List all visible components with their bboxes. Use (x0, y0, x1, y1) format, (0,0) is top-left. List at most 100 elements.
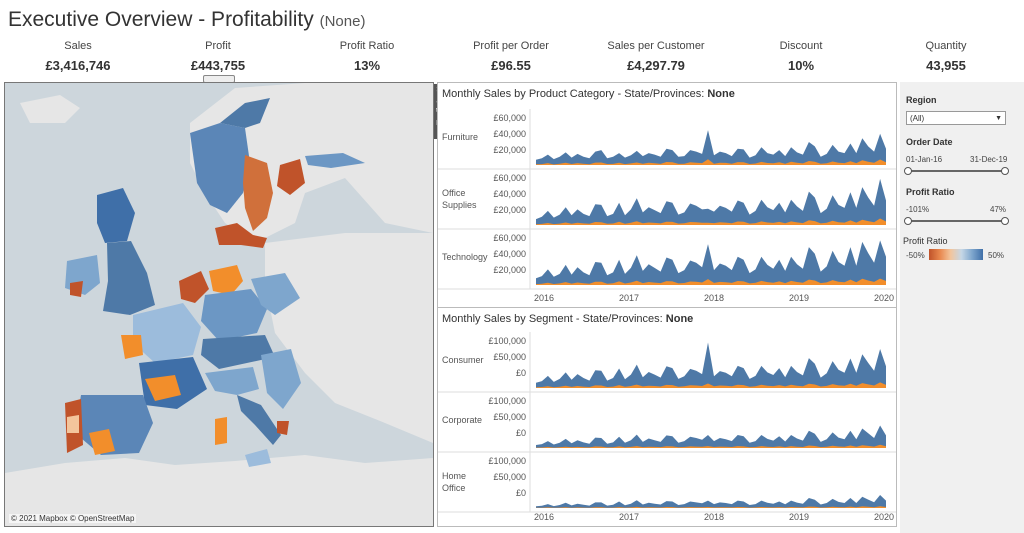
kpi-profit[interactable]: Profit £443,755 (158, 40, 278, 73)
kpi-profit-per-order[interactable]: Profit per Order £96.55 (451, 40, 571, 73)
region-switzerland-austria[interactable] (201, 335, 275, 369)
area-sales-office-supplies[interactable] (536, 178, 886, 225)
area-profit-corporate[interactable] (536, 444, 886, 448)
region-netherlands[interactable] (179, 271, 209, 303)
map-attribution: © 2021 Mapbox © OpenStreetMap (9, 514, 137, 523)
kpi-label: Profit Ratio (339, 40, 395, 52)
y-tick-label: £20,000 (493, 145, 526, 155)
region-norway[interactable] (190, 123, 250, 213)
ratio-max-handle[interactable] (1001, 217, 1009, 225)
y-tick-label: £0 (515, 428, 526, 438)
ratio-min-handle[interactable] (904, 217, 912, 225)
y-tick-label: £20,000 (493, 265, 526, 275)
region-cornwall[interactable] (70, 281, 83, 297)
category-panel-title-prefix: Monthly Sales by Product Category - Stat… (442, 88, 705, 100)
segment-panel-title: Monthly Sales by Segment - State/Provinc… (442, 313, 693, 325)
legend-min: -50% (906, 251, 925, 260)
x-tick-label: 2018 (704, 293, 725, 303)
date-start: 01-Jan-16 (906, 155, 943, 164)
region-germany-north[interactable] (209, 265, 243, 295)
kpi-discount[interactable]: Discount 10% (741, 40, 861, 73)
x-tick-label: 2017 (619, 512, 640, 522)
order-date-slider[interactable] (904, 167, 1009, 175)
area-sales-consumer[interactable] (536, 342, 886, 389)
y-tick-label: £60,000 (493, 113, 526, 123)
region-norway-north[interactable] (220, 98, 270, 128)
map-canvas[interactable] (5, 83, 433, 526)
region-dropdown[interactable]: (All) ▼ (906, 111, 1006, 125)
segment-panel-title-value: None (665, 313, 694, 325)
region-sicily[interactable] (245, 449, 271, 467)
row-label: Technology (442, 252, 488, 262)
region-dropdown-value: (All) (910, 114, 925, 123)
europe-map[interactable]: © 2021 Mapbox © OpenStreetMap (4, 82, 434, 527)
category-sales-panel[interactable]: Monthly Sales by Product Category - Stat… (437, 82, 897, 308)
kpi-value: 43,955 (926, 58, 966, 73)
y-tick-label: £40,000 (493, 249, 526, 259)
kpi-value: 13% (353, 58, 381, 73)
area-chart-svg[interactable] (438, 83, 896, 307)
area-sales-furniture[interactable] (536, 130, 886, 165)
area-profit-furniture[interactable] (536, 159, 886, 165)
region-finland-south[interactable] (305, 153, 365, 168)
area-sales-technology[interactable] (536, 240, 886, 285)
kpi-value: 10% (787, 58, 815, 73)
title-subtitle: (None) (319, 13, 366, 30)
y-tick-label: £50,000 (493, 412, 526, 422)
area-profit-consumer[interactable] (536, 382, 886, 388)
x-tick-label: 2019 (789, 512, 810, 522)
x-tick-label: 2017 (619, 293, 640, 303)
row-label: Consumer (442, 355, 484, 365)
kpi-label: Sales (64, 40, 92, 52)
legend-title: Profit Ratio (903, 236, 948, 246)
profit-ratio-filter-label: Profit Ratio (906, 187, 955, 197)
region-sweden-south[interactable] (243, 155, 273, 231)
region-poland[interactable] (251, 273, 300, 315)
order-date-label: Order Date (906, 137, 953, 147)
profit-ratio-slider[interactable] (904, 217, 1009, 225)
region-spain-north[interactable] (75, 395, 153, 455)
area-profit-home-office[interactable] (536, 506, 886, 508)
row-label: Home Office (442, 471, 467, 493)
region-italy-north[interactable] (205, 367, 259, 395)
filters-panel: Region (All) ▼ Order Date 01-Jan-16 31-De… (900, 82, 1024, 533)
area-profit-office-supplies[interactable] (536, 218, 886, 226)
y-tick-label: £100,000 (488, 396, 526, 406)
area-chart-svg[interactable] (438, 308, 896, 526)
area-sales-home-office[interactable] (536, 495, 886, 508)
land-north-africa (5, 455, 433, 526)
region-scotland[interactable] (97, 188, 135, 243)
region-denmark[interactable] (215, 223, 267, 248)
kpi-profit-ratio[interactable]: Profit Ratio 13% (307, 40, 427, 73)
kpi-quantity[interactable]: Quantity 43,955 (886, 40, 1006, 73)
row-label: Office Supplies (442, 188, 477, 210)
region-brittany[interactable] (121, 335, 143, 359)
area-sales-corporate[interactable] (536, 425, 886, 449)
kpi-sales[interactable]: Sales £3,416,746 (18, 40, 138, 73)
date-end: 31-Dec-19 (970, 155, 1008, 164)
y-tick-label: £60,000 (493, 173, 526, 183)
y-tick-label: £60,000 (493, 233, 526, 243)
category-panel-title: Monthly Sales by Product Category - Stat… (442, 88, 735, 100)
date-end-handle[interactable] (1001, 167, 1009, 175)
region-spain-center[interactable] (89, 429, 115, 455)
region-germany-central[interactable] (201, 289, 267, 341)
region-italy-south[interactable] (237, 395, 281, 445)
region-portugal-south[interactable] (67, 415, 79, 433)
region-calabria[interactable] (277, 421, 289, 435)
row-label: Corporate (442, 415, 483, 425)
region-filter-label: Region (906, 95, 937, 105)
area-profit-technology[interactable] (536, 278, 886, 285)
y-tick-label: £100,000 (488, 456, 526, 466)
kpi-value: £443,755 (190, 58, 246, 73)
region-finland[interactable] (277, 159, 305, 195)
region-france-north[interactable] (133, 303, 201, 363)
region-balkans[interactable] (261, 349, 301, 409)
date-start-handle[interactable] (904, 167, 912, 175)
kpi-sales-per-customer[interactable]: Sales per Customer £4,297.79 (596, 40, 716, 73)
region-southwest-france[interactable] (145, 375, 181, 401)
region-england[interactable] (103, 241, 155, 315)
kpi-label: Sales per Customer (607, 40, 705, 52)
region-sardinia[interactable] (215, 417, 227, 445)
segment-sales-panel[interactable]: Monthly Sales by Segment - State/Provinc… (437, 307, 897, 527)
